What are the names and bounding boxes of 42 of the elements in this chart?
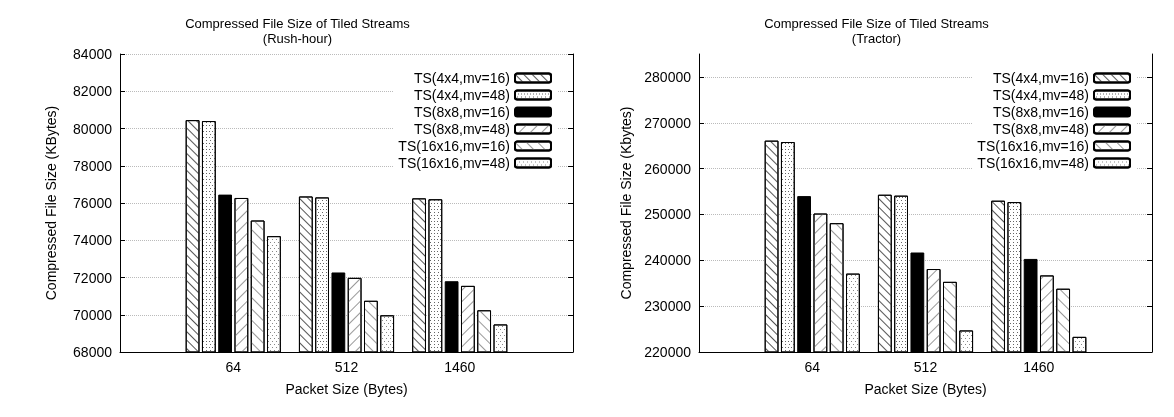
y-tick-label: 260000 [644, 160, 692, 177]
x-axis-title: Packet Size (Bytes) [285, 381, 408, 397]
legend-label: TS(16x16,mv=16) [398, 138, 510, 154]
y-tick-label: 84000 [73, 46, 113, 62]
chart-subtitle: (Tractor) [851, 31, 902, 46]
y-tick-label: 78000 [73, 157, 113, 174]
legend-label: TS(4x4,mv=48) [413, 87, 510, 103]
legend-label: TS(4x4,mv=48) [992, 87, 1089, 103]
y-tick-label: 250000 [644, 206, 692, 223]
legend-label: TS(4x4,mv=16) [992, 70, 1089, 86]
chart-title: Compressed File Size of Tiled Streams [764, 16, 990, 31]
y-tick-label: 72000 [73, 269, 113, 286]
y-tick-label: 270000 [644, 114, 692, 131]
y-tick-label: 68000 [73, 344, 113, 360]
legend-label: TS(8x8,mv=16) [992, 104, 1089, 120]
y-axis-title: Compressed File Size (KBytes) [43, 105, 59, 301]
x-tick-label: 512 [334, 359, 359, 375]
x-axis-title: Packet Size (Bytes) [864, 381, 987, 397]
y-tick-label: 82000 [73, 83, 113, 100]
y-tick-label: 240000 [644, 252, 692, 269]
y-tick-label: 70000 [73, 306, 113, 323]
legend-label: TS(8x8,mv=16) [413, 104, 510, 120]
chart-title: Compressed File Size of Tiled Streams [185, 16, 411, 31]
legend-label: TS(16x16,mv=48) [398, 155, 510, 171]
x-tick-label: 512 [913, 359, 938, 375]
chart-subtitle: (Rush-hour) [262, 31, 333, 46]
y-tick-label: 280000 [644, 68, 692, 85]
legend-label: TS(4x4,mv=16) [413, 70, 510, 86]
legend-label: TS(8x8,mv=48) [992, 121, 1089, 137]
y-tick-label: 76000 [73, 195, 113, 211]
y-tick-label: 80000 [73, 120, 113, 137]
y-axis-title: Compressed File Size (Kbytes) [618, 106, 635, 300]
legend-label: TS(16x16,mv=48) [977, 155, 1089, 171]
legend-label: TS(8x8,mv=48) [413, 121, 510, 137]
y-tick-label: 74000 [73, 232, 113, 249]
x-tick-label: 64 [804, 359, 821, 375]
legend-label: TS(16x16,mv=16) [977, 138, 1089, 154]
x-tick-label: 1460 [444, 359, 476, 375]
x-tick-label: 64 [225, 359, 242, 375]
x-tick-label: 1460 [1023, 359, 1055, 375]
y-tick-label: 230000 [644, 298, 692, 315]
y-tick-label: 220000 [644, 344, 692, 360]
